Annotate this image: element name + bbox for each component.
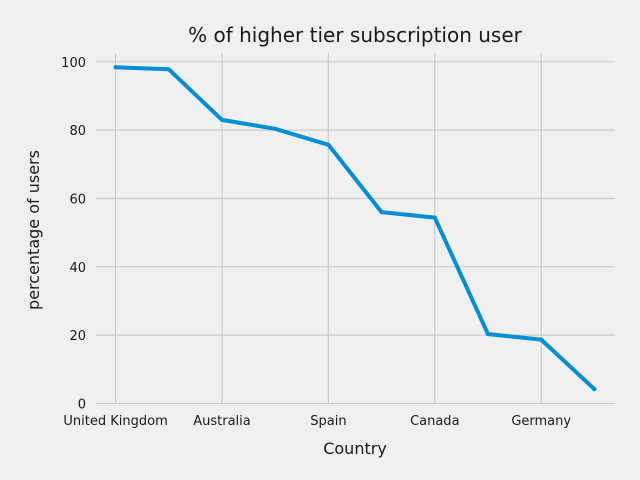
x-tick-label: Canada — [410, 414, 459, 429]
data-point — [432, 215, 437, 220]
data-point — [273, 126, 278, 131]
series-layer — [113, 65, 597, 392]
y-axis-label: percentage of users — [24, 150, 43, 310]
data-point — [326, 142, 331, 147]
series-line — [113, 65, 597, 392]
y-tick-label: 80 — [69, 124, 86, 139]
y-tick-label: 100 — [61, 56, 86, 71]
data-point — [539, 337, 544, 342]
x-tick-labels: United Kingdom Australia Spain Canada German… — [63, 414, 571, 429]
x-tick-label: Germany — [511, 414, 571, 429]
x-tick-label: United Kingdom — [63, 414, 167, 429]
chart-title: % of higher tier subscription user — [188, 23, 523, 47]
data-point — [379, 210, 384, 215]
x-axis-label: Country — [323, 439, 387, 458]
data-point — [113, 65, 118, 70]
data-point — [166, 67, 171, 72]
data-point — [220, 117, 224, 122]
data-point — [486, 332, 490, 337]
y-tick-label: 40 — [69, 261, 86, 276]
y-gridlines — [96, 61, 615, 405]
x-tick-label: Spain — [310, 414, 346, 429]
y-tick-labels: 0 20 40 60 80 100 — [61, 56, 86, 413]
y-tick-label: 0 — [78, 398, 86, 413]
y-tick-label: 60 — [69, 192, 86, 207]
y-tick-label: 20 — [69, 329, 86, 344]
x-tick-label: Australia — [193, 414, 251, 429]
data-point — [592, 387, 597, 392]
x-gridlines — [114, 53, 542, 404]
